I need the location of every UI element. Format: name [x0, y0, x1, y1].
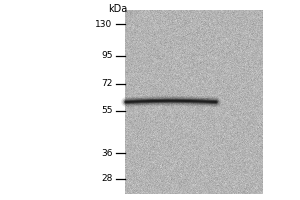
Text: 28: 28 [101, 174, 112, 183]
Text: 95: 95 [101, 51, 112, 60]
FancyBboxPatch shape [124, 10, 262, 194]
Text: 36: 36 [101, 149, 112, 158]
Text: 72: 72 [101, 79, 112, 88]
Text: kDa: kDa [108, 4, 127, 14]
Text: 130: 130 [95, 20, 112, 29]
Text: 55: 55 [101, 106, 112, 115]
